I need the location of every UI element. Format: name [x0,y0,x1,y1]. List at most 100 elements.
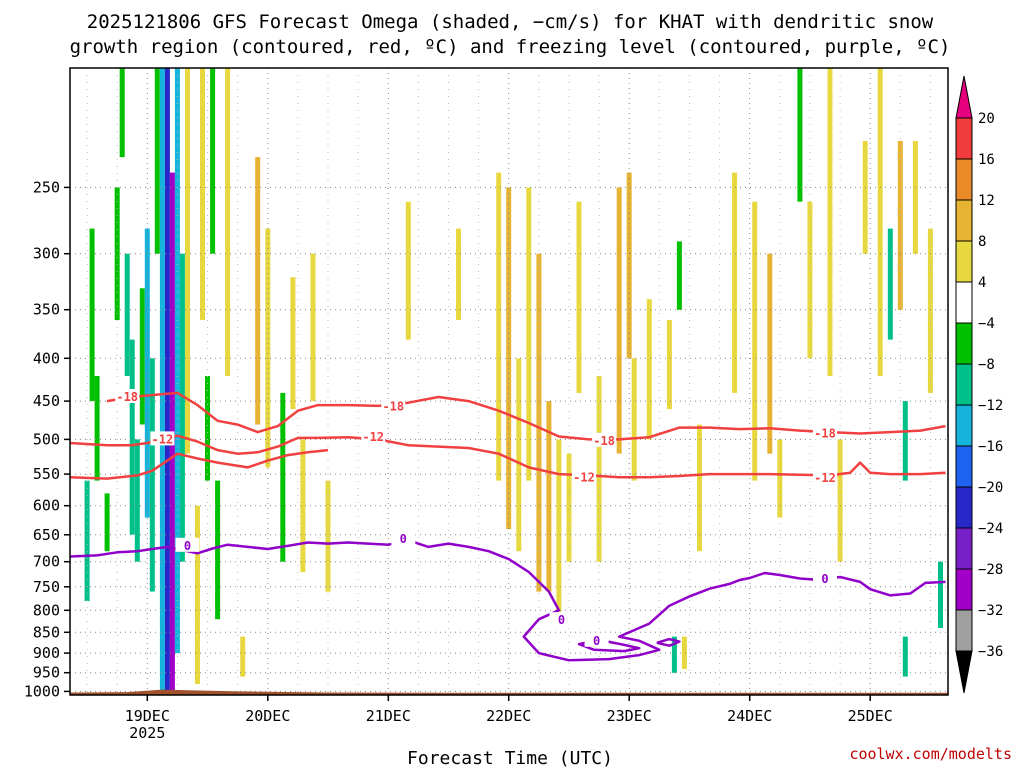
y-tick-label: 850 [33,623,60,641]
colorbar-cap-top [955,75,973,119]
x-axis-label: Forecast Time (UTC) [407,748,613,768]
omega-cell [164,68,170,692]
y-tick-label: 950 [33,664,60,682]
omega-cell [195,505,200,685]
omega-cell [114,187,120,320]
omega-cell [556,439,562,620]
omega-cell [536,253,542,592]
y-tick-label: 500 [33,430,60,448]
omega-cell [496,172,502,481]
omega-cell [516,358,522,552]
colorbar-swatch [955,322,973,365]
x-tick-label: 23DEC [607,707,652,725]
omega-cell [174,68,180,654]
colorbar-swatch [955,281,973,324]
omega-cell [526,187,532,481]
contour-line [656,637,681,647]
omega-cell [405,201,411,340]
colorbar-label: 16 [978,152,995,168]
omega-cell [280,392,286,562]
omega-cell [837,439,843,562]
axes-layer: 250 300 350 400 450 500 550 600 650 700 750 800 850 9… [24,67,949,742]
omega-cell [124,253,130,376]
contour-label: -12 [814,471,836,485]
contour-label-bg [361,429,386,444]
colorbar-swatch [955,486,973,529]
colorbar-label: −20 [978,480,1003,496]
y-tick-label: 650 [33,526,60,544]
colorbar-label: −28 [978,562,1003,578]
contour-label: 0 [821,572,828,586]
omega-cell [697,424,702,552]
x-tick-label: 22DEC [486,707,531,725]
omega-cell [104,493,110,552]
contour-label: -18 [116,390,138,404]
contour-label: -18 [814,427,836,441]
contour-label-bg [572,469,596,484]
colorbar-swatch [955,445,973,488]
colorbar-label: −8 [978,357,995,373]
omega-cell [139,288,145,425]
contour-label-bg [592,432,617,447]
y-tick-label: 800 [33,601,60,619]
contour-label-bg [391,531,416,546]
omega-cell [912,141,918,254]
omega-cell [255,157,261,425]
omega-cell [300,439,306,572]
omega-cell [205,376,210,481]
colorbar-swatch [955,199,973,242]
omega-cell [225,68,231,376]
colorbar-label: −24 [978,521,1003,537]
omega-cell [646,299,652,440]
contour-label: -18 [382,400,404,414]
colorbar-label: 4 [978,275,986,291]
x-tick-label: 24DEC [727,707,772,725]
contour-label: -12 [573,470,595,484]
omega-cell [902,636,908,677]
omega-cell [215,480,221,620]
omega-cell [310,253,316,402]
terrain-fill [70,689,948,695]
contour-label-bg [813,571,837,585]
omega-cell [902,401,908,481]
omega-cell [185,68,190,454]
y-tick-label: 900 [33,644,60,662]
y-tick-label: 250 [33,178,60,196]
contour-label: 0 [184,539,191,553]
omega-cell [546,401,552,592]
contour-label-bg [175,537,200,552]
omega-cell [807,201,813,359]
x-year-label: 2025 [129,724,165,742]
contour-label-bg [381,398,406,413]
omega-cell [576,201,582,393]
contour-label: 0 [593,634,600,648]
x-tick-label: 19DEC [125,707,170,725]
omega-cell [877,68,883,376]
omega-cell [94,376,100,481]
colorbar-label: 8 [978,234,986,250]
colorbar-label: 20 [978,111,995,127]
colorbar-swatch [955,158,973,201]
omega-cell [149,358,155,592]
colorbar-label: −12 [978,398,1003,414]
omega-cell [681,636,687,669]
colorbar-label: −36 [978,644,1003,660]
contour-layer: -18 -18 -18 -18 -12 -12 -12 -12 0 0 0 0 0 [69,389,946,662]
omega-cell [887,228,893,340]
omega-cell [290,277,296,410]
omega-cell [777,439,783,518]
omega-cell [84,480,90,602]
chart-title-line1: 2025121806 GFS Forecast Omega (shaded, −… [87,11,934,33]
omega-shading-layer [70,68,948,695]
omega-cell [676,241,682,310]
y-tick-label: 600 [33,497,60,515]
colorbar-swatch [955,363,973,406]
colorbar-swatch [955,568,973,611]
omega-cell [767,253,773,454]
omega-cell [752,201,758,481]
colorbar-swatch [955,240,973,283]
x-tick-label: 25DEC [848,707,893,725]
omega-cell [134,439,140,562]
contour-label-bg [115,389,140,403]
y-tick-label: 300 [33,245,60,263]
